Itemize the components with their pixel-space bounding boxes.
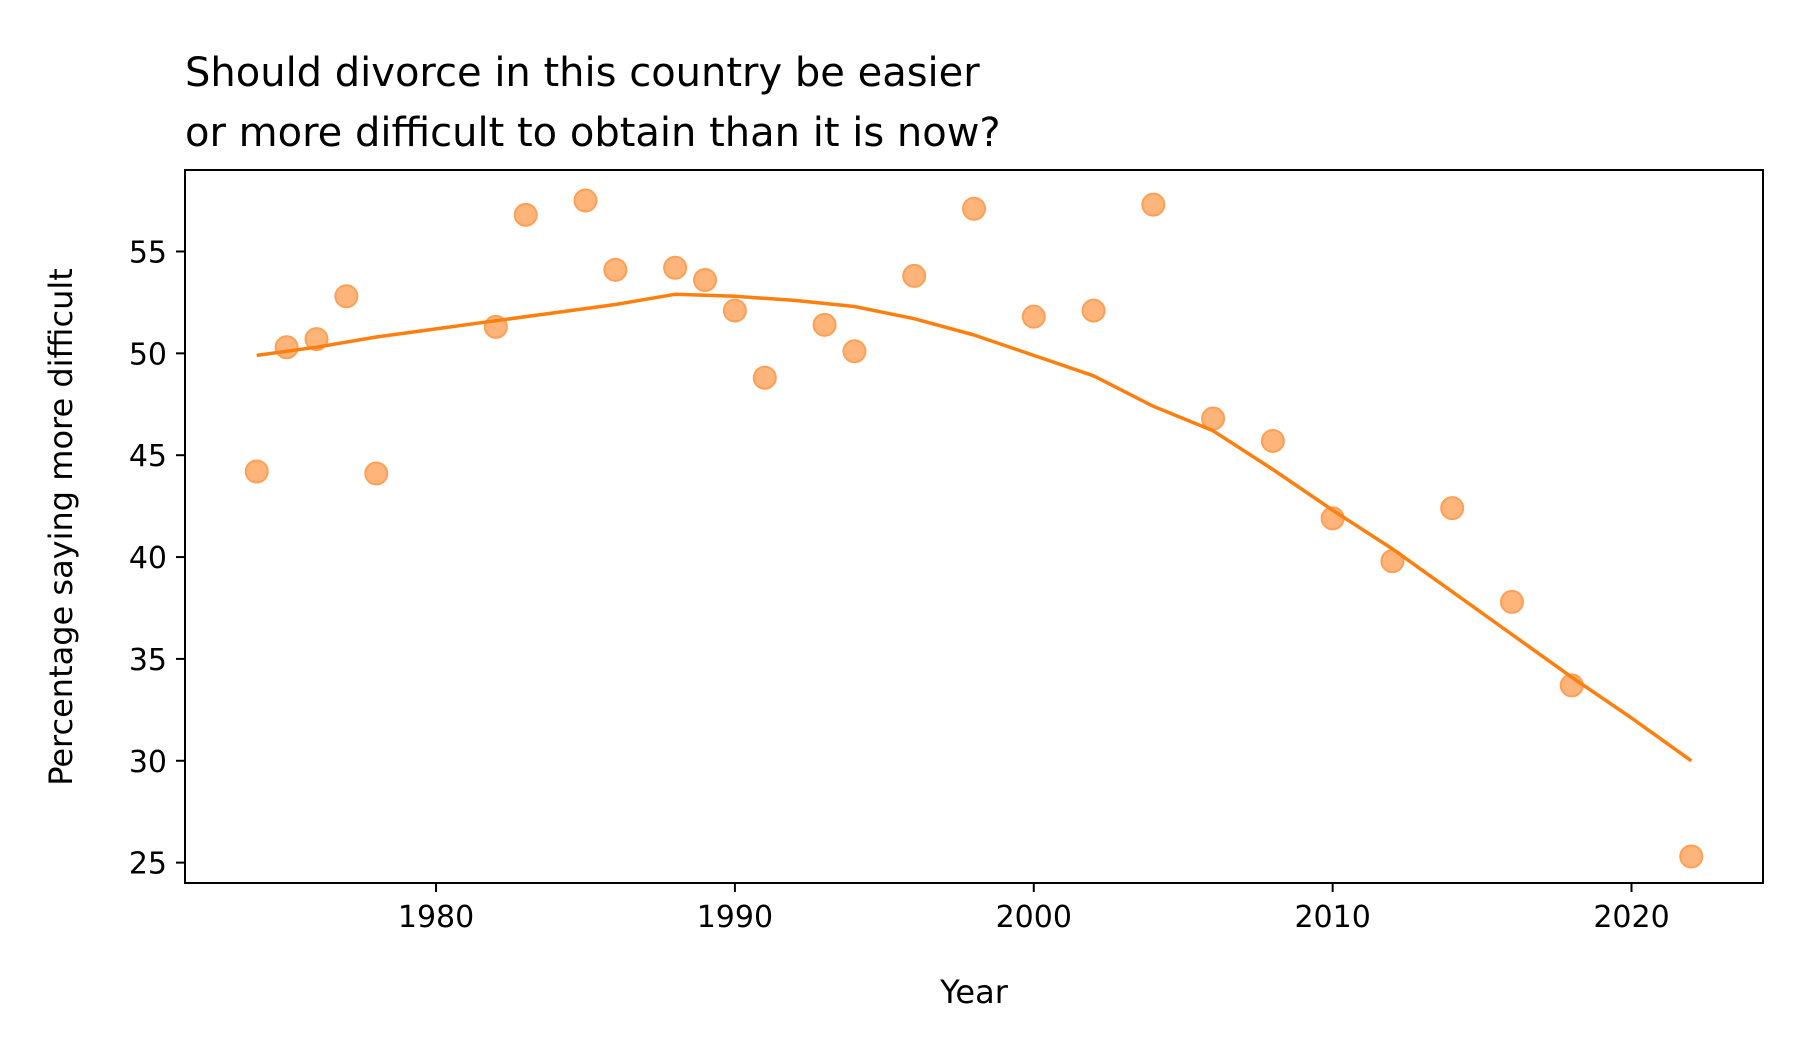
data-point-1 <box>274 335 299 360</box>
chart-title-line-2: or more difficult to obtain than it is n… <box>185 110 1001 156</box>
data-point-12 <box>752 365 777 390</box>
data-point-16 <box>962 196 986 221</box>
x-tick-label-2010: 2010 <box>1294 900 1370 935</box>
x-axis: 1980 1990 2000 2010 2020 <box>398 883 1670 935</box>
data-point-3 <box>334 284 359 309</box>
x-tick-label-1980: 1980 <box>398 900 474 935</box>
data-point-21 <box>1260 428 1285 453</box>
data-point-25 <box>1499 589 1524 614</box>
data-point-14 <box>842 339 867 364</box>
data-point-27 <box>1679 844 1704 869</box>
y-axis-label: Percentage saying more difficult <box>42 268 80 786</box>
y-tick-label-40: 40 <box>129 541 167 576</box>
y-tick-label-25: 25 <box>129 847 167 882</box>
data-point-0 <box>244 459 269 484</box>
axes-frame <box>184 169 1764 884</box>
x-tick-label-1990: 1990 <box>697 900 773 935</box>
trend-line <box>256 292 1693 763</box>
x-axis-label: Year <box>939 973 1009 1011</box>
data-point-24 <box>1440 496 1465 521</box>
data-point-6 <box>513 202 538 227</box>
data-point-19 <box>1141 192 1166 217</box>
data-point-9 <box>663 255 688 280</box>
y-axis: 25 30 35 40 45 50 55 <box>129 235 185 882</box>
data-point-13 <box>812 312 837 337</box>
data-point-18 <box>1081 298 1106 323</box>
chart-title-line-1: Should divorce in this country be easier <box>185 50 980 96</box>
data-point-17 <box>1021 304 1046 329</box>
data-point-4 <box>364 461 389 486</box>
data-point-10 <box>693 268 718 293</box>
plot-area <box>244 188 1704 869</box>
y-tick-label-55: 55 <box>129 235 167 270</box>
data-point-8 <box>603 257 628 282</box>
data-point-7 <box>573 188 598 213</box>
y-tick-label-35: 35 <box>129 643 167 678</box>
y-tick-label-50: 50 <box>129 337 167 372</box>
x-tick-label-2020: 2020 <box>1593 900 1669 935</box>
data-point-11 <box>722 298 747 323</box>
x-tick-label-2000: 2000 <box>996 900 1072 935</box>
y-tick-label-45: 45 <box>129 439 167 474</box>
y-tick-label-30: 30 <box>129 745 167 780</box>
data-point-15 <box>902 263 927 288</box>
